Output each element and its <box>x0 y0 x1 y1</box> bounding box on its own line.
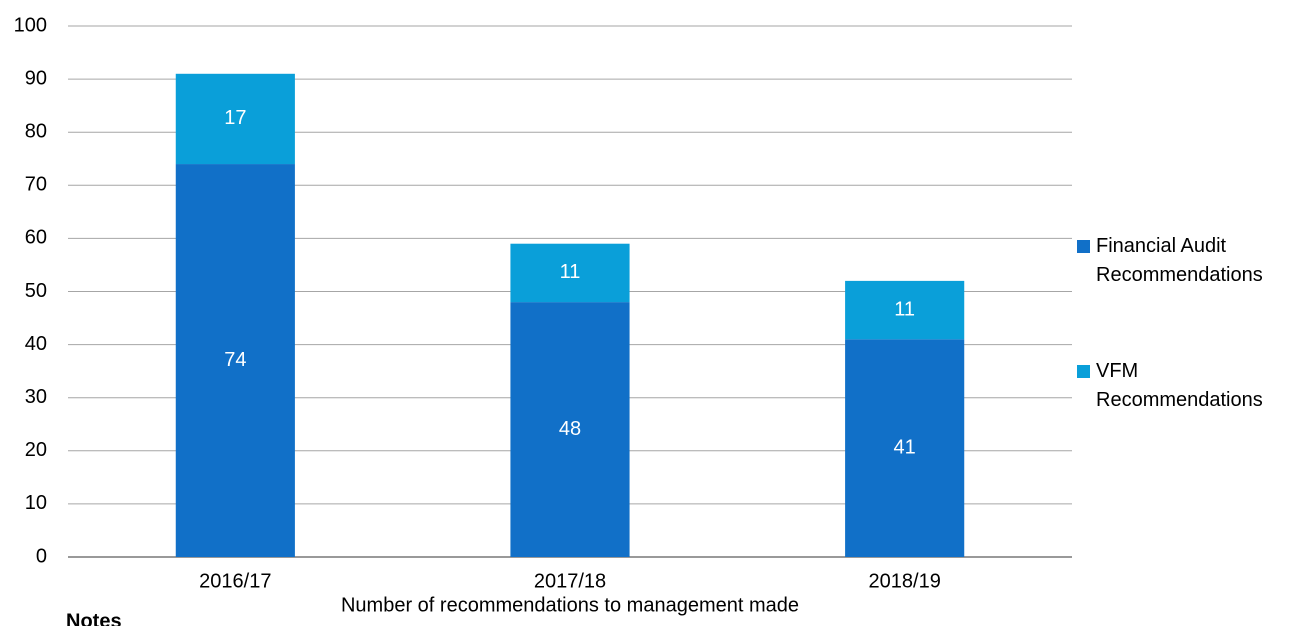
bar-segment <box>845 339 965 557</box>
x-axis-title: Number of recommendations to management … <box>341 594 799 616</box>
bar-segment <box>510 243 630 303</box>
data-label: 74 <box>224 349 246 371</box>
y-tick-label: 0 <box>36 545 47 567</box>
legend-swatch <box>1077 240 1090 253</box>
legend-swatch <box>1077 365 1090 378</box>
y-tick-label: 20 <box>25 439 47 461</box>
legend-item: VFM Recommendations <box>1077 357 1292 415</box>
bar-segment <box>175 164 295 557</box>
x-tick-label: 2016/17 <box>199 570 271 592</box>
legend-item: Financial Audit Recommendations <box>1077 232 1292 290</box>
data-label: 48 <box>559 418 581 440</box>
x-tick-label: 2017/18 <box>534 570 606 592</box>
bar-segment <box>175 73 295 165</box>
legend-label: VFM Recommendations <box>1096 360 1263 411</box>
legend-label: Financial Audit Recommendations <box>1096 235 1263 286</box>
y-tick-label: 90 <box>25 67 47 89</box>
y-tick-label: 30 <box>25 386 47 408</box>
data-label: 41 <box>894 436 916 458</box>
data-label: 11 <box>894 298 915 320</box>
bar-segment <box>510 302 630 557</box>
data-label: 11 <box>560 261 581 283</box>
y-tick-label: 100 <box>14 14 47 36</box>
y-tick-label: 80 <box>25 120 47 142</box>
y-tick-label: 40 <box>25 333 47 355</box>
y-tick-label: 70 <box>25 174 47 196</box>
bar-segment <box>845 280 965 340</box>
x-tick-label: 2018/19 <box>869 570 941 592</box>
notes-heading: Notes <box>66 610 122 626</box>
y-tick-label: 50 <box>25 280 47 302</box>
data-label: 17 <box>224 107 246 129</box>
y-tick-label: 10 <box>25 492 47 514</box>
y-tick-label: 60 <box>25 227 47 249</box>
